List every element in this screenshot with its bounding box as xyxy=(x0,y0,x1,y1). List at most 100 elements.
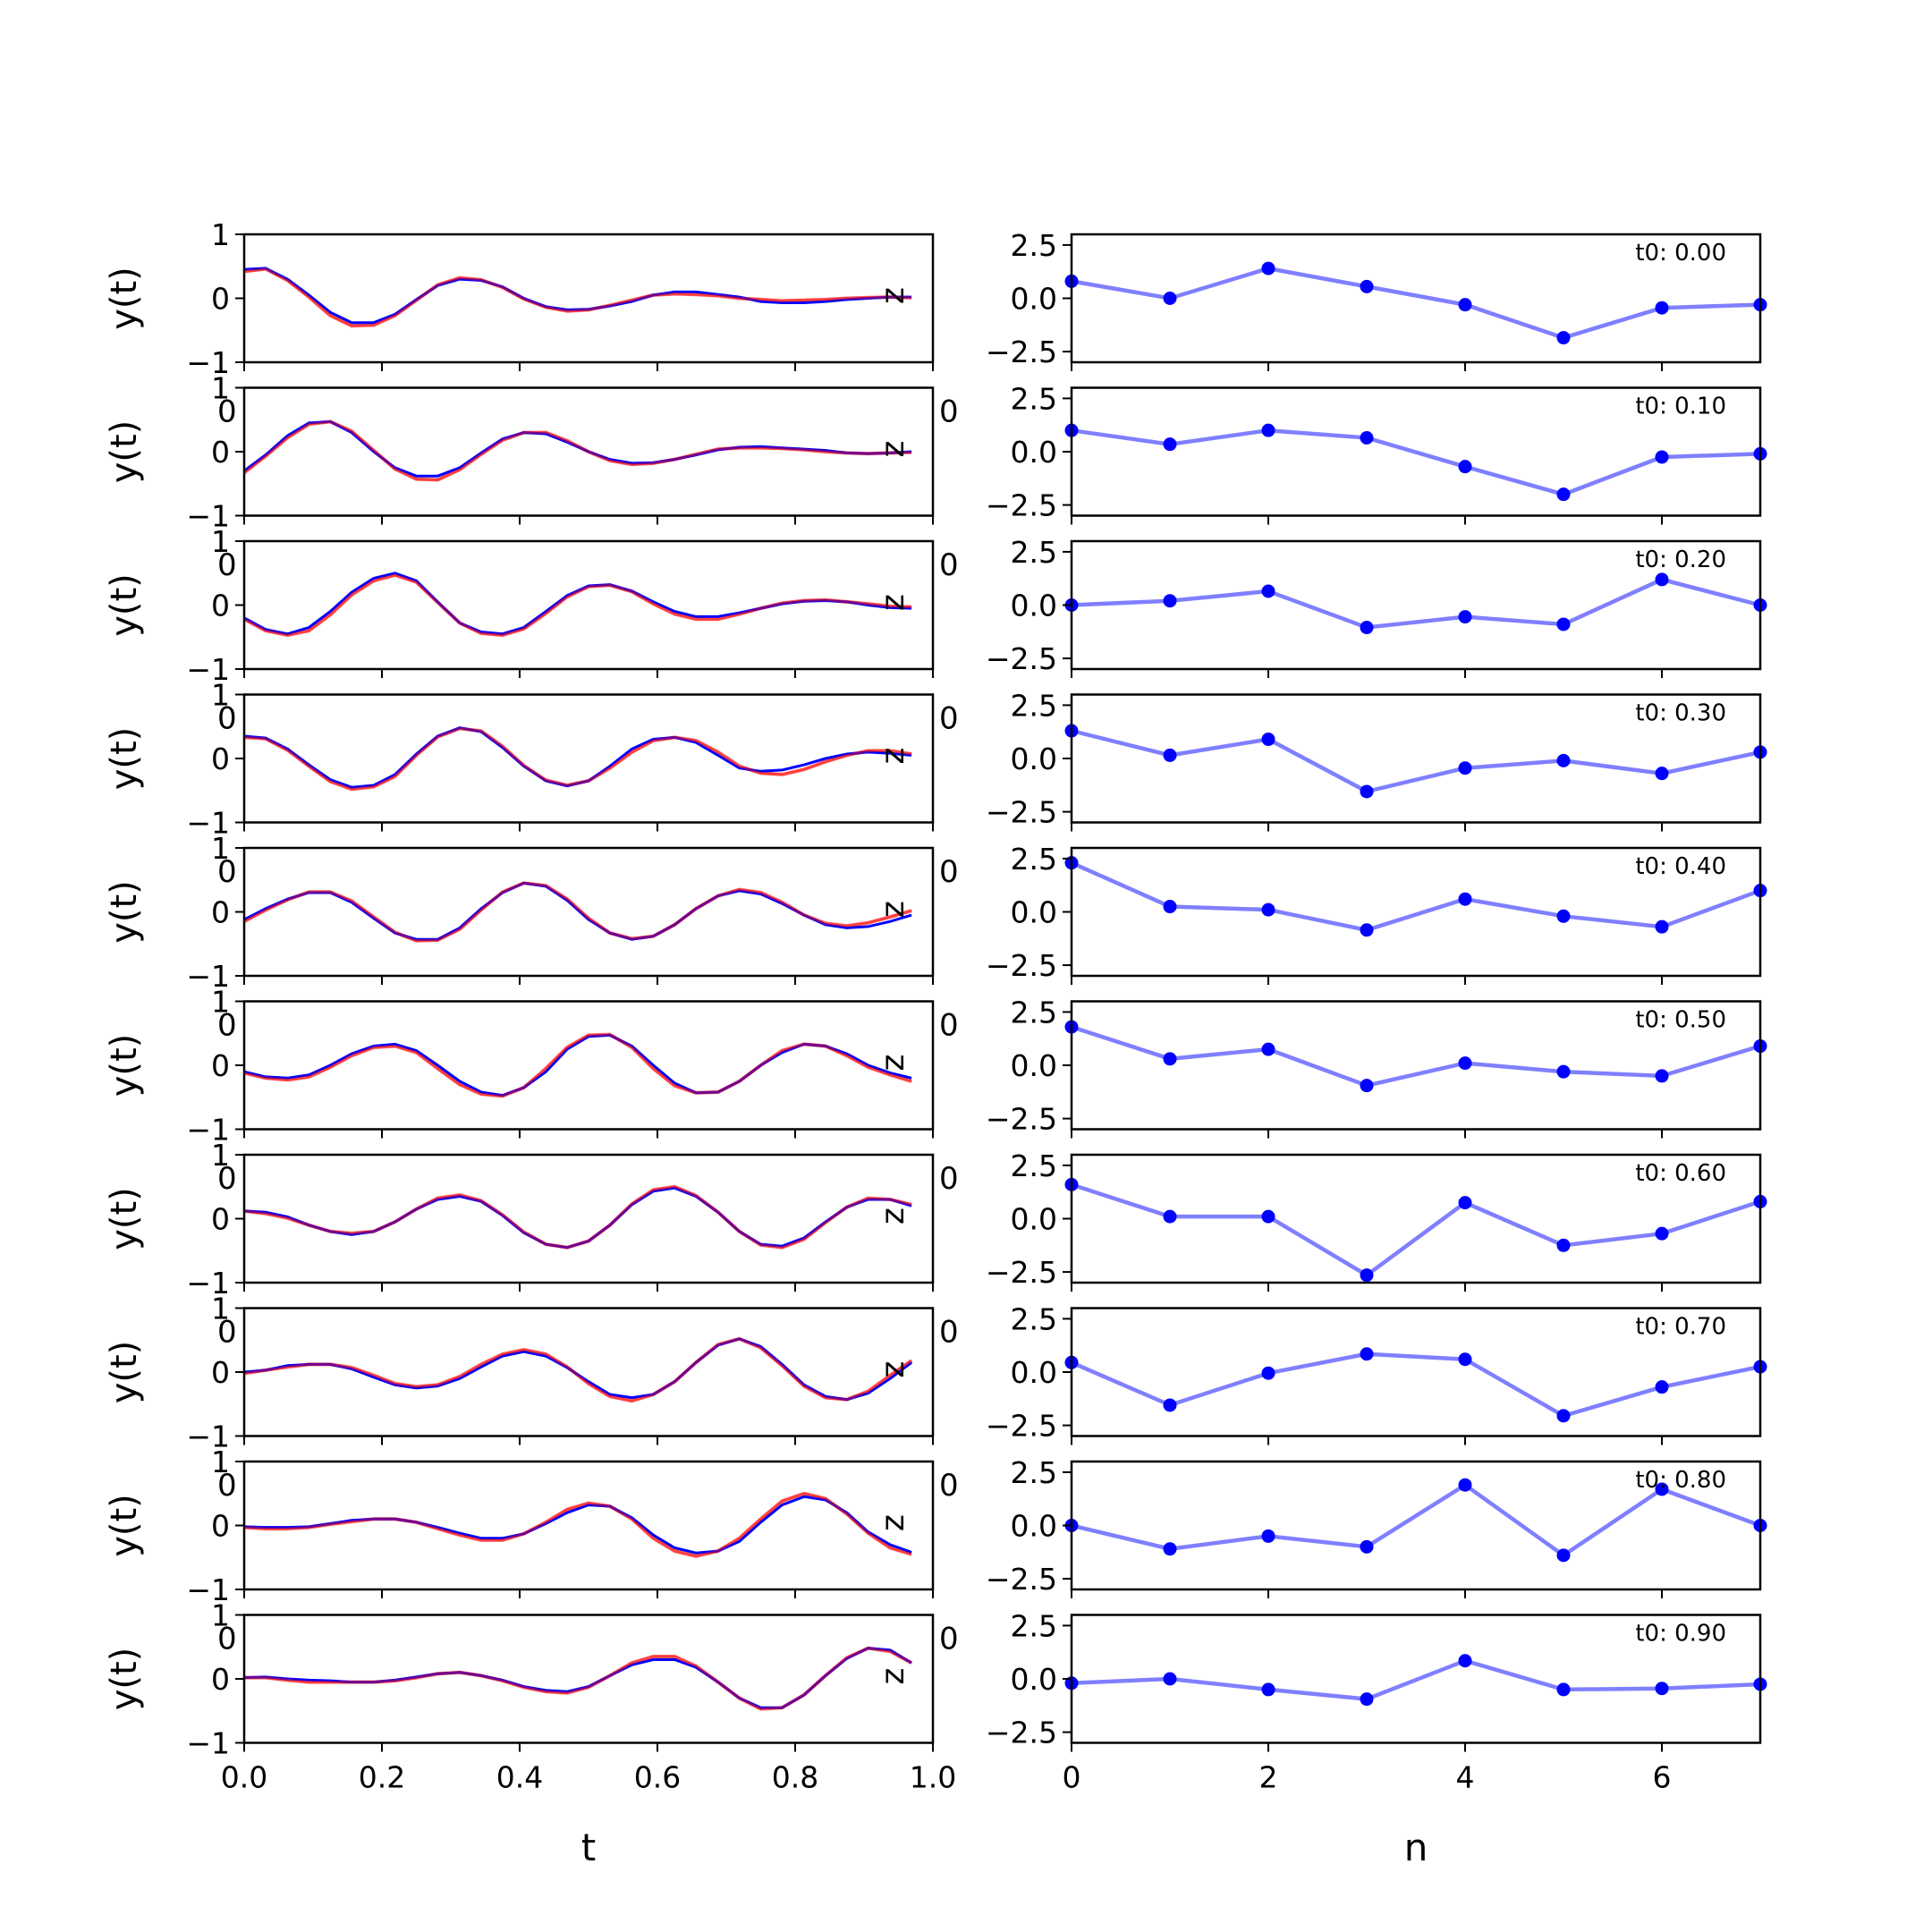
y-tick-label: 2.5 xyxy=(1011,228,1057,263)
right-y-axis-label: z xyxy=(875,1055,911,1072)
z-point xyxy=(1163,1542,1177,1556)
y-tick-label: 0.0 xyxy=(1011,1048,1057,1083)
right-subplot-3: 0 2.5 0.0 −2.5 t0: 0.30 xyxy=(939,688,1767,832)
red-series-overlay xyxy=(243,1033,912,1097)
red-series-overlay xyxy=(243,881,912,943)
y-tick-label: 0.0 xyxy=(1011,589,1057,623)
right-y-axis-label: z xyxy=(875,1361,911,1378)
x-tick-label: 2 xyxy=(1259,1760,1278,1795)
stray-tick-label: 0 xyxy=(939,1622,959,1657)
z-point xyxy=(1655,1682,1669,1696)
t0-annotation: t0: 0.00 xyxy=(1635,240,1726,267)
y-tick-label: 2.5 xyxy=(1011,1301,1057,1336)
t0-annotation: t0: 0.10 xyxy=(1635,394,1726,420)
stray-tick-label: 0 xyxy=(217,394,237,430)
left-subplot-8: 010−1y(t) z xyxy=(104,1445,935,1607)
z-series-line xyxy=(1071,1352,1761,1419)
z-point xyxy=(1655,572,1669,587)
y-tick-label: 0 xyxy=(211,1509,230,1544)
z-point xyxy=(1163,900,1177,914)
stray-tick-label: 0 xyxy=(217,1622,237,1657)
y-tick-label: 0 xyxy=(211,895,230,930)
z-point xyxy=(1360,1079,1374,1093)
z-point xyxy=(1458,1196,1472,1210)
y-tick-label: 0 xyxy=(211,1662,230,1697)
z-point xyxy=(1556,753,1571,767)
x-tick-label: 0.4 xyxy=(496,1760,543,1795)
z-point xyxy=(1261,902,1275,917)
y-tick-label: −1 xyxy=(186,959,230,994)
right-subplot-4: 0 2.5 0.0 −2.5 t0: 0.40 xyxy=(939,842,1767,985)
left-subplot-7: 010−1y(t) z xyxy=(104,1292,935,1454)
y-tick-label: 0 xyxy=(211,282,230,317)
left-y-axis-label: y(t) xyxy=(104,1034,145,1097)
y-tick-label: 2.5 xyxy=(1011,995,1057,1030)
y-tick-label: 0 xyxy=(211,589,230,623)
z-point xyxy=(1556,1409,1571,1423)
t0-annotation: t0: 0.40 xyxy=(1635,853,1726,880)
y-tick-label: −1 xyxy=(186,1266,230,1301)
left-subplot-0: 1 0 −1 y(t) z xyxy=(104,217,935,380)
stray-tick-label: 0 xyxy=(939,1161,959,1197)
z-point xyxy=(1360,1692,1374,1707)
z-point xyxy=(1261,733,1275,747)
left-y-axis-label: y(t) xyxy=(104,420,145,484)
z-point xyxy=(1556,1682,1571,1697)
right-y-axis-label: z xyxy=(875,1668,911,1685)
x-tick-label: 0.2 xyxy=(359,1760,405,1795)
right-y-axis-label: z xyxy=(875,1208,911,1224)
y-tick-label: 0 xyxy=(211,1355,230,1390)
right-y-axis-label: z xyxy=(875,748,911,765)
stray-tick-label: 0 xyxy=(217,854,237,890)
z-point xyxy=(1458,761,1472,775)
y-tick-label: 1 xyxy=(211,1138,230,1173)
z-point xyxy=(1556,331,1571,345)
z-series-line xyxy=(1071,266,1761,340)
t0-annotation: t0: 0.90 xyxy=(1635,1621,1726,1648)
stray-tick-label: 0 xyxy=(217,1008,237,1044)
z-point xyxy=(1458,1056,1472,1071)
z-point xyxy=(1458,460,1472,474)
x-tick-label: 0.8 xyxy=(772,1760,818,1795)
left-y-axis-label: y(t) xyxy=(104,1187,145,1250)
y-tick-label: 1 xyxy=(211,371,230,406)
red-series-overlay xyxy=(243,1185,912,1250)
y-tick-label: 2.5 xyxy=(1011,688,1057,723)
stray-tick-label: 0 xyxy=(217,1315,237,1351)
z-point xyxy=(1261,261,1275,275)
z-series-line xyxy=(1071,860,1761,933)
stray-tick-label: 0 xyxy=(939,1315,959,1351)
z-point xyxy=(1556,1548,1571,1563)
y-tick-label: −2.5 xyxy=(986,641,1057,676)
z-point xyxy=(1163,748,1177,762)
y-tick-label: −2.5 xyxy=(986,1409,1057,1444)
z-point xyxy=(1655,301,1669,315)
z-series-line xyxy=(1071,1182,1761,1278)
blue-series-line xyxy=(243,726,912,789)
z-point xyxy=(1556,487,1571,502)
z-point xyxy=(1458,892,1472,906)
stray-tick-label: 0 xyxy=(939,1008,959,1044)
stray-tick-label: 0 xyxy=(217,701,237,737)
z-point xyxy=(1360,431,1374,445)
right-subplot-1: 0 2.5 0.0 −2.5 t0: 0.10 xyxy=(939,381,1767,525)
blue-series-line xyxy=(243,1186,912,1250)
z-point xyxy=(1163,594,1177,608)
y-tick-label: −2.5 xyxy=(986,795,1057,830)
z-point xyxy=(1360,1539,1374,1554)
right-subplot-2: 0 2.5 0.0 −2.5 t0: 0.20 xyxy=(939,535,1767,678)
left-subplot-9: 010−10.0 0.2 0.4 0.6 0.8 1.0y(t) z xyxy=(104,1598,956,1795)
left-y-axis-label: y(t) xyxy=(104,1341,145,1404)
z-series-line xyxy=(1071,1658,1761,1701)
y-tick-label: 0 xyxy=(211,741,230,776)
z-point xyxy=(1261,1682,1275,1697)
y-tick-label: −1 xyxy=(186,652,230,687)
z-series-line xyxy=(1071,428,1761,497)
t0-annotation: t0: 0.20 xyxy=(1635,547,1726,573)
y-tick-label: −1 xyxy=(186,1113,230,1148)
t0-annotation: t0: 0.50 xyxy=(1635,1007,1726,1034)
z-point xyxy=(1360,1347,1374,1361)
y-tick-label: 0 xyxy=(211,1048,230,1083)
